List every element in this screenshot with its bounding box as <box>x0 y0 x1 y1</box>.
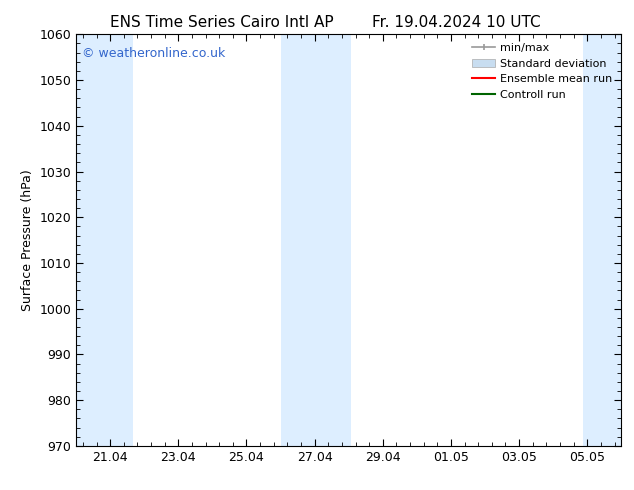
Y-axis label: Surface Pressure (hPa): Surface Pressure (hPa) <box>21 169 34 311</box>
Legend: min/max, Standard deviation, Ensemble mean run, Controll run: min/max, Standard deviation, Ensemble me… <box>469 40 616 103</box>
Text: Fr. 19.04.2024 10 UTC: Fr. 19.04.2024 10 UTC <box>372 15 541 30</box>
Text: ENS Time Series Cairo Intl AP: ENS Time Series Cairo Intl AP <box>110 15 333 30</box>
Bar <box>76 34 133 446</box>
Text: © weatheronline.co.uk: © weatheronline.co.uk <box>82 47 225 60</box>
Bar <box>583 34 621 446</box>
Bar <box>280 34 351 446</box>
